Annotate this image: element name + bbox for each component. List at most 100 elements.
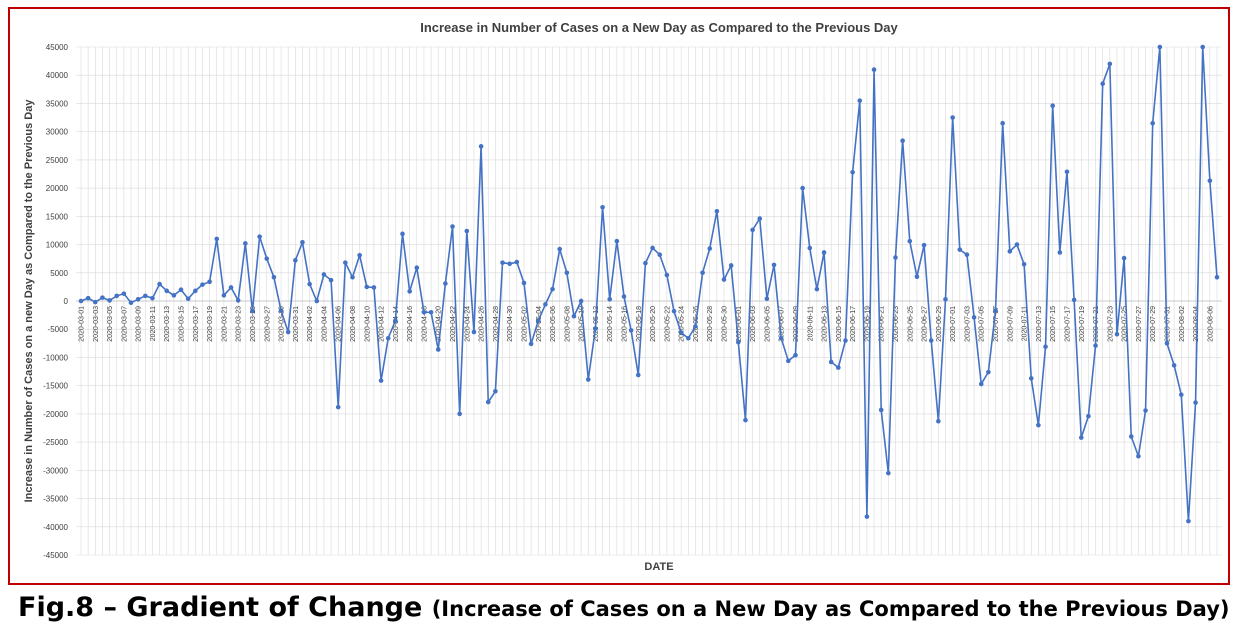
data-point — [607, 297, 613, 302]
x-tick-label: 2020-07-25 — [1122, 306, 1129, 342]
data-point — [107, 298, 112, 303]
x-tick-label: 2020-07-07 — [993, 306, 1000, 342]
data-point — [1078, 435, 1084, 440]
data-point — [307, 281, 312, 287]
data-point — [485, 399, 491, 405]
data-point — [1121, 255, 1127, 261]
y-tick-label: -25000 — [43, 438, 68, 447]
x-tick-label: 2020-05-16 — [621, 306, 628, 342]
data-point — [250, 308, 255, 314]
data-point — [971, 315, 977, 320]
x-tick-label: 2020-07-29 — [1150, 306, 1157, 342]
data-point — [950, 115, 955, 120]
y-tick-label: 30000 — [46, 128, 69, 137]
data-point — [464, 228, 470, 234]
x-axis-ticks: 2020-03-01 2020-03-03 2020-03-05 2020-03-07… — [79, 306, 1215, 342]
data-point — [78, 298, 84, 304]
data-point — [1207, 178, 1213, 184]
data-point — [1193, 400, 1198, 405]
x-tick-label: 2020-04-22 — [450, 306, 457, 342]
data-point — [121, 291, 127, 296]
data-point — [964, 252, 970, 258]
data-point — [1157, 44, 1163, 50]
x-tick-label: 2020-03-17 — [193, 306, 200, 342]
data-point — [1014, 242, 1020, 247]
x-tick-label: 2020-07-11 — [1022, 306, 1029, 341]
data-point — [350, 274, 355, 280]
y-axis-title: Increase in Number of Cases on a new Day… — [23, 99, 35, 503]
x-tick-label: 2020-05-06 — [550, 306, 557, 342]
data-point — [743, 417, 748, 423]
x-tick-label: 2020-05-08 — [564, 306, 571, 342]
data-point — [178, 287, 184, 293]
y-tick-label: 45000 — [46, 43, 69, 52]
x-tick-label: 2020-06-01 — [736, 306, 743, 342]
data-point — [293, 258, 298, 263]
x-tick-label: 2020-03-05 — [107, 306, 114, 342]
x-tick-label: 2020-06-23 — [893, 306, 900, 342]
data-point — [864, 514, 870, 519]
data-point — [857, 98, 863, 103]
figure-caption: Fig.8 – Gradient of Change (Increase of … — [18, 592, 1238, 632]
x-tick-label: 2020-04-20 — [436, 306, 443, 342]
y-tick-label: 0 — [64, 297, 69, 306]
data-point — [185, 296, 191, 302]
x-tick-label: 2020-04-02 — [307, 306, 314, 342]
data-point — [1178, 392, 1184, 397]
x-tick-label: 2020-03-01 — [79, 306, 86, 342]
data-point — [571, 313, 577, 319]
series-points — [78, 44, 1220, 524]
data-point — [521, 280, 527, 286]
data-point — [164, 288, 170, 294]
data-point — [528, 341, 534, 347]
data-point — [1093, 343, 1098, 348]
x-tick-label: 2020-04-28 — [493, 306, 500, 342]
y-tick-label: -20000 — [43, 410, 68, 419]
data-point — [150, 295, 155, 301]
x-tick-label: 2020-06-25 — [907, 306, 914, 342]
data-point — [757, 216, 763, 221]
data-point — [335, 404, 341, 410]
data-point — [514, 259, 520, 265]
data-point — [1050, 103, 1055, 109]
x-tick-label: 2020-05-22 — [664, 306, 671, 342]
data-point — [500, 260, 505, 265]
x-tick-label: 2020-07-27 — [1136, 306, 1143, 342]
data-point — [814, 286, 820, 292]
y-tick-label: 5000 — [50, 269, 68, 278]
y-axis-ticks: -45000 -40000 -35000 -30000 -25000 -20000 -150… — [43, 43, 68, 560]
y-tick-label: 10000 — [46, 241, 69, 250]
data-point — [714, 208, 720, 214]
data-point — [1043, 344, 1048, 350]
x-tick-label: 2020-05-30 — [722, 306, 729, 342]
x-tick-label: 2020-05-14 — [607, 306, 614, 342]
x-axis-title: DATE — [644, 561, 673, 573]
x-tick-label: 2020-07-01 — [950, 306, 957, 342]
data-point — [928, 338, 934, 343]
data-point — [936, 418, 941, 424]
x-tick-label: 2020-03-23 — [236, 306, 243, 342]
x-tick-label: 2020-03-21 — [221, 306, 228, 342]
data-point — [557, 246, 562, 252]
x-tick-label: 2020-04-04 — [321, 306, 328, 342]
x-tick-label: 2020-06-11 — [807, 306, 814, 341]
y-tick-label: -5000 — [48, 325, 69, 334]
data-point — [385, 335, 391, 341]
data-point — [721, 277, 727, 282]
data-point — [157, 281, 162, 287]
data-point — [1136, 453, 1141, 459]
data-point — [285, 329, 291, 335]
x-tick-label: 2020-05-28 — [707, 306, 714, 342]
data-point — [578, 298, 584, 304]
x-tick-label: 2020-07-31 — [1164, 306, 1171, 342]
y-tick-label: -35000 — [43, 495, 68, 504]
x-tick-label: 2020-05-18 — [636, 306, 643, 342]
x-tick-label: 2020-06-17 — [850, 306, 857, 342]
data-point — [264, 256, 270, 261]
data-point — [564, 270, 570, 276]
data-point — [871, 67, 877, 72]
data-point — [1100, 81, 1105, 86]
data-point — [171, 293, 177, 298]
data-point — [214, 236, 220, 242]
data-point — [1021, 262, 1027, 267]
